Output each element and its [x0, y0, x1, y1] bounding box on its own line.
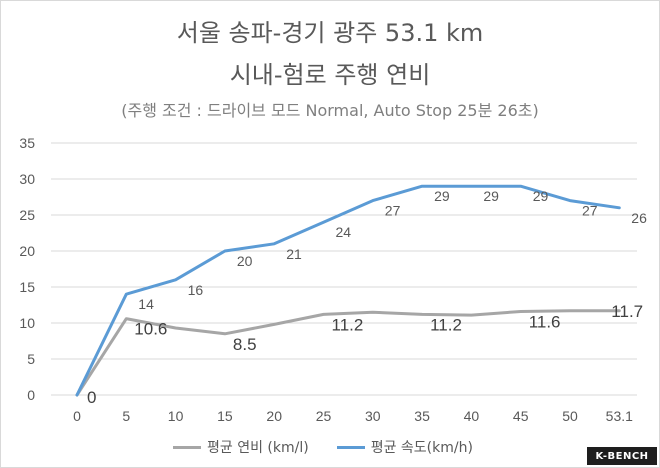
- data-label-speed: 29: [483, 188, 499, 204]
- chart-note: (주행 조건 : 드라이브 모드 Normal, Auto Stop 25분 2…: [121, 101, 539, 120]
- data-label-speed: 27: [582, 203, 598, 219]
- data-label-speed: 21: [286, 246, 302, 262]
- data-label-fuel: 11.2: [430, 315, 462, 334]
- x-tick-label: 20: [266, 408, 282, 424]
- data-label-fuel: 11.2: [332, 315, 364, 334]
- data-label-speed: 16: [188, 282, 204, 298]
- legend-label-speed: 평균 속도(km/h): [370, 440, 473, 456]
- legend-label-fuel: 평균 연비 (km/l): [207, 440, 309, 456]
- y-tick-label: 25: [19, 207, 35, 223]
- legend-item-speed: 평균 속도(km/h): [336, 437, 473, 457]
- series-line-fuel: [75, 309, 621, 397]
- x-tick-label: 30: [365, 408, 381, 424]
- data-label-speed: 29: [533, 188, 549, 204]
- x-tick-label: 0: [73, 408, 81, 424]
- data-label-fuel: 8.5: [233, 335, 257, 354]
- series-line-speed: [75, 184, 621, 397]
- data-label-speed: 26: [631, 210, 647, 226]
- x-tick-label: 40: [464, 408, 480, 424]
- y-tick-label: 0: [27, 387, 35, 403]
- data-label-speed: 27: [385, 203, 401, 219]
- x-tick-label: 45: [513, 408, 529, 424]
- y-tick-label: 20: [19, 243, 35, 259]
- legend-item-fuel: 평균 연비 (km/l): [173, 437, 309, 457]
- x-tick-label: 10: [168, 408, 184, 424]
- chart-subtitle: 시내-험로 주행 연비: [229, 61, 431, 89]
- y-tick-label: 30: [19, 171, 35, 187]
- kbench-logo: K-BENCH: [587, 447, 657, 465]
- y-tick-label: 15: [19, 279, 35, 295]
- legend: 평균 연비 (km/l) 평균 속도(km/h): [173, 437, 473, 457]
- y-tick-label: 35: [19, 135, 35, 151]
- x-tick-label: 50: [562, 408, 578, 424]
- x-tick-label: 53.1: [606, 408, 633, 424]
- data-label-fuel: 0: [87, 388, 96, 407]
- x-tick-label: 15: [217, 408, 233, 424]
- data-label-fuel: 11.6: [529, 312, 561, 331]
- data-label-fuel: 10.6: [134, 320, 167, 339]
- chart-title: 서울 송파-경기 광주 53.1 km: [176, 19, 484, 47]
- y-tick-label: 10: [19, 315, 35, 331]
- data-label-speed: 20: [237, 253, 253, 269]
- y-tick-label: 5: [27, 351, 35, 367]
- x-tick-label: 5: [122, 408, 130, 424]
- legend-swatch-fuel: [173, 445, 201, 449]
- data-label-fuel: 11.7: [611, 302, 643, 321]
- x-tick-label: 25: [316, 408, 332, 424]
- data-label-speed: 14: [138, 296, 154, 312]
- x-tick-label: 35: [414, 408, 430, 424]
- legend-swatch-speed: [336, 445, 365, 449]
- data-label-speed: 29: [434, 188, 450, 204]
- data-label-speed: 24: [336, 224, 352, 240]
